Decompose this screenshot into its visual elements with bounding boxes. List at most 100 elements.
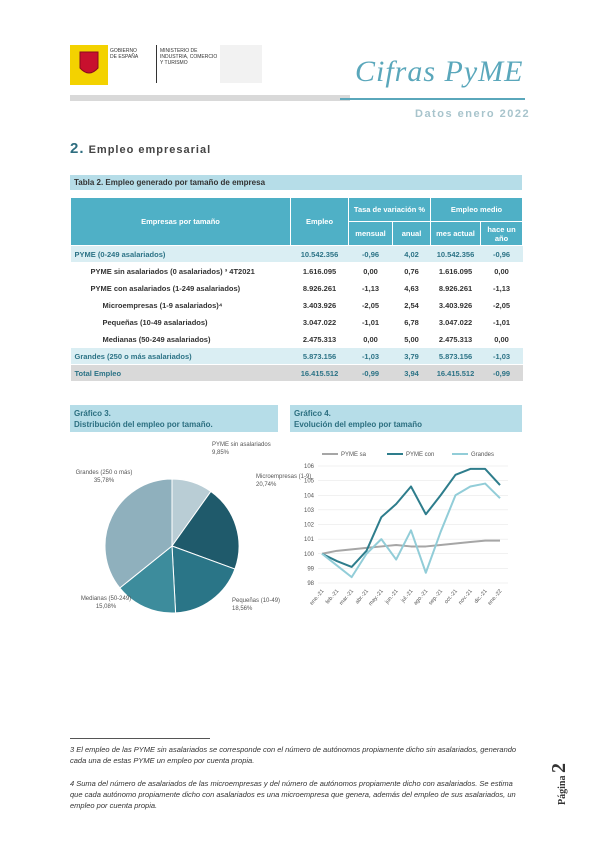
- table-cell: -0,96: [480, 245, 523, 263]
- table-cell: 5,00: [392, 330, 431, 348]
- table-cell: -0,96: [348, 245, 393, 263]
- table-cell: 6,78: [392, 313, 431, 331]
- x-tick-label: may.-21: [368, 588, 385, 607]
- table-cell: -1,01: [348, 313, 393, 331]
- slice-value: 18,56%: [232, 606, 253, 612]
- table-cell: 1.616.095: [430, 262, 481, 280]
- table-row: PYME con asalariados (1-249 asalariados)…: [70, 279, 523, 297]
- header-cell: Empleo medio: [429, 197, 524, 222]
- header-rule: [340, 98, 525, 100]
- header-band: [70, 95, 350, 101]
- slice-value: 15,08%: [96, 604, 117, 610]
- slice-name: Medianas (50-249): [81, 596, 131, 602]
- y-tick-label: 105: [304, 479, 315, 485]
- chart-title: Gráfico 3.: [74, 409, 111, 418]
- legend-label: PYME con: [406, 452, 434, 458]
- header-cell: mes actual: [430, 221, 481, 246]
- table-row: Medianas (50-249 asalariados) 2.475.313 0,…: [70, 330, 523, 348]
- x-tick-label: jun.-21: [384, 588, 400, 606]
- table-cell: -1,13: [348, 279, 393, 297]
- y-tick-label: 99: [307, 566, 314, 572]
- slice-label: Pequeñas (10-49) 18,56%: [232, 598, 280, 612]
- logo-shield: [79, 51, 99, 74]
- table-cell: 2,54: [392, 296, 431, 314]
- table-cell: 2.475.313: [290, 330, 349, 348]
- table-cell: Microempresas (1-9 asalariados)⁴: [70, 296, 291, 314]
- table-cell: -0,99: [348, 364, 393, 382]
- slice-value: 9,85%: [212, 450, 230, 456]
- table-cell: 3,94: [392, 364, 431, 382]
- x-tick-label: ago.-21: [413, 588, 430, 606]
- table-cell: 0,00: [480, 262, 523, 280]
- table-cell: 0,00: [348, 330, 393, 348]
- series-line: [321, 467, 501, 568]
- table-cell: 0,76: [392, 262, 431, 280]
- slice-name: Pequeñas (10-49): [232, 598, 280, 604]
- x-tick-label: nov.-21: [458, 588, 474, 606]
- slice-name: PYME sin asalariados: [212, 442, 271, 448]
- table-cell: PYME sin asalariados (0 asalariados) ³ 4…: [70, 262, 291, 280]
- table-cell: 16.415.512: [430, 364, 481, 382]
- slice-value: 20,74%: [256, 482, 277, 488]
- legend-label: Grandes: [471, 452, 494, 458]
- table-cell: 3.047.022: [290, 313, 349, 331]
- pie-slice: [104, 478, 173, 589]
- report-date: Datos enero 2022: [415, 108, 531, 120]
- footnote: 4 Suma del número de asalariados de las …: [70, 779, 516, 810]
- gov-line: DE ESPAÑA: [110, 54, 139, 60]
- table-row: Total Empleo 16.415.512 -0,99 3,94 16.415.51…: [70, 364, 523, 382]
- header-cell: Empresas por tamaño: [70, 197, 291, 246]
- table-row: Microempresas (1-9 asalariados)⁴ 3.403.92…: [70, 296, 523, 314]
- header-cell: anual: [392, 221, 431, 246]
- chart-title: Gráfico 4.: [294, 409, 331, 418]
- pie-chart: PYME sin asalariados 9,85% Microempresas (…: [76, 442, 311, 614]
- table-cell: 5.873.156: [430, 347, 481, 365]
- x-tick-label: mar.-21: [339, 588, 356, 606]
- table-cell: Pequeñas (10-49 asalariados): [70, 313, 291, 331]
- slice-label: PYME sin asalariados 9,85%: [212, 442, 271, 456]
- table-cell: 4,02: [392, 245, 431, 263]
- table: Empresas por tamaño Empleo Tasa de variaci…: [70, 197, 524, 382]
- header-cell: Empleo: [290, 197, 349, 246]
- logo-divider: [156, 45, 157, 83]
- table-cell: 16.415.512: [290, 364, 349, 382]
- x-tick-label: sep.-21: [428, 588, 444, 606]
- chart-header: Gráfico 4. Evolución del empleo por tamañ…: [290, 405, 522, 432]
- gov-name: GOBIERNO DE ESPAÑA: [110, 48, 138, 60]
- table-cell: 3.047.022: [430, 313, 481, 331]
- slice-label: Medianas (50-249) 15,08%: [81, 596, 131, 610]
- chart-header: Gráfico 3. Distribución del empleo por ta…: [70, 405, 278, 432]
- table-cell: 8.926.261: [290, 279, 349, 297]
- y-tick-label: 100: [304, 552, 315, 558]
- table-cell: Medianas (50-249 asalariados): [70, 330, 291, 348]
- table-cell: Grandes (250 o más asalariados): [70, 347, 291, 365]
- table-cell: PYME con asalariados (1-249 asalariados): [70, 279, 291, 297]
- series-line: [321, 482, 501, 579]
- y-tick-label: 98: [307, 581, 314, 587]
- table-caption: Tabla 2. Empleo generado por tamaño de e…: [70, 175, 522, 190]
- page-number: Página 2: [548, 763, 571, 805]
- x-tick-label: ene.-22: [487, 588, 504, 606]
- section-title: Empleo empresarial: [88, 144, 212, 156]
- table-cell: 3.403.926: [430, 296, 481, 314]
- y-tick-label: 101: [304, 537, 315, 543]
- ministry: MINISTERIO DE INDUSTRIA, COMERCIO Y TURI…: [160, 48, 218, 66]
- slice-name: Microempresas (1-9): [256, 474, 311, 480]
- table-cell: 10.542.356: [290, 245, 349, 263]
- x-tick-label: oct.-21: [444, 588, 459, 605]
- y-tick-label: 106: [304, 464, 315, 470]
- slice-label: Grandes (250 o más) 35,78%: [76, 470, 133, 484]
- y-tick-label: 104: [304, 493, 315, 499]
- table-cell: 0,00: [348, 262, 393, 280]
- page-num: 2: [548, 763, 570, 774]
- table-cell: PYME (0-249 asalariados): [70, 245, 291, 263]
- section-heading: 2. Empleo empresarial: [70, 140, 211, 157]
- header-cell: hace un año: [479, 221, 524, 246]
- x-tick-label: ene.-21: [309, 588, 326, 606]
- table-cell: -1,01: [480, 313, 523, 331]
- table-cell: -2,05: [348, 296, 393, 314]
- section-number: 2.: [70, 140, 85, 157]
- brand: Cifras PyME: [355, 55, 524, 88]
